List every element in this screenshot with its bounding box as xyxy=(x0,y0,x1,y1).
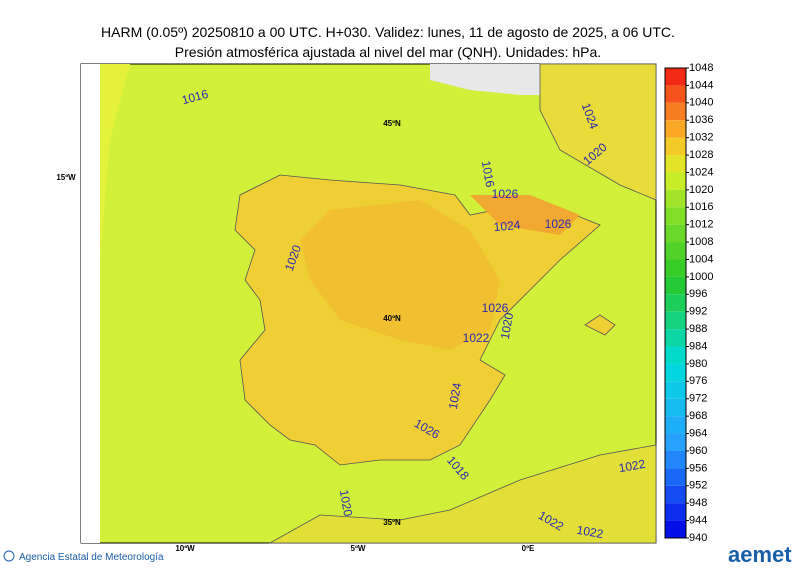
colorbar-cell xyxy=(665,450,686,469)
colorbar-label: 984 xyxy=(689,340,707,352)
colorbar-label: 948 xyxy=(689,497,707,509)
colorbar-label: 972 xyxy=(689,393,707,405)
title: HARM (0.05º) 20250810 a 00 UTC. H+030. V… xyxy=(101,24,675,40)
contour-label: 1020 xyxy=(498,311,516,340)
logo: aemet xyxy=(728,542,792,566)
colorbar-label: 992 xyxy=(689,306,707,318)
contour-label: 1020 xyxy=(337,489,355,518)
colorbar-cell xyxy=(665,503,686,521)
colorbar-cell xyxy=(665,363,686,382)
colorbar-label: 1036 xyxy=(689,114,713,126)
contour-label: 1022 xyxy=(463,331,490,345)
colorbar-cell xyxy=(665,120,686,138)
graticule-label: 0ºE xyxy=(522,544,535,553)
colorbar-cell xyxy=(665,381,686,399)
colorbar-label: 960 xyxy=(689,445,707,457)
colorbar-cell xyxy=(665,68,686,86)
colorbar-label: 996 xyxy=(689,288,707,300)
colorbar-label: 940 xyxy=(689,532,707,544)
colorbar-label: 964 xyxy=(689,427,707,439)
colorbar-label: 976 xyxy=(689,375,707,387)
colorbar-cell xyxy=(665,242,686,260)
colorbar-cell xyxy=(665,259,686,277)
contour-label: 1026 xyxy=(545,217,572,231)
colorbar-cell xyxy=(665,207,686,225)
colorbar-label: 1004 xyxy=(689,253,713,265)
graticule-label: 40ºN xyxy=(383,314,401,323)
contour-label: 1016 xyxy=(479,160,497,189)
colorbar-cell xyxy=(665,398,686,417)
graticule-label: 5ºW xyxy=(351,544,366,553)
africa xyxy=(268,444,657,544)
contour-label: 1022 xyxy=(576,523,605,541)
colorbar-label: 944 xyxy=(689,514,707,526)
graticule-label: 15ºW xyxy=(56,173,76,182)
colorbar-cell xyxy=(665,294,686,312)
pyrenees xyxy=(470,195,580,235)
colorbar-label: 1032 xyxy=(689,132,713,144)
contour-label: 1016 xyxy=(180,87,210,108)
colorbar-cell xyxy=(665,468,686,486)
colorbar: 1048 1044 1040 1036 1032 1028 1024 1020 1016 1012… xyxy=(664,62,713,544)
graticule-label: 10ºW xyxy=(175,544,195,553)
balearic xyxy=(584,314,616,336)
subtitle: Presión atmosférica ajustada al nivel de… xyxy=(175,44,601,60)
colorbar-cell xyxy=(665,276,686,295)
colorbar-label: 952 xyxy=(689,480,707,492)
colorbar-cell xyxy=(665,416,686,434)
colorbar-label: 1000 xyxy=(689,271,713,283)
colorbar-label: 988 xyxy=(689,323,707,335)
copyright-icon xyxy=(3,550,15,562)
colorbar-cell xyxy=(665,433,686,451)
colorbar-cell xyxy=(665,311,686,330)
colorbar-label: 1016 xyxy=(689,201,713,213)
colorbar-label: 1024 xyxy=(689,166,713,178)
contour-label: 1022 xyxy=(618,457,647,475)
colorbar-cell xyxy=(665,485,686,504)
colorbar-cell xyxy=(665,329,686,347)
contour-label: 1024 xyxy=(446,381,464,410)
colorbar-label: 1012 xyxy=(689,219,713,231)
colorbar-label: 968 xyxy=(689,410,707,422)
colorbar-label: 1048 xyxy=(689,62,713,74)
colorbar-cell xyxy=(665,85,686,103)
colorbar-label: 1008 xyxy=(689,236,713,248)
agency: Agencia Estatal de Meteorología xyxy=(19,552,164,563)
meseta xyxy=(300,200,500,350)
colorbar-cell xyxy=(665,224,686,243)
colorbar-cell xyxy=(665,172,686,190)
contour-label: 1026 xyxy=(492,187,519,201)
contour-label: 1024 xyxy=(493,218,521,234)
colorbar-cell xyxy=(665,520,686,538)
graticule-label: 35ºN xyxy=(383,518,401,527)
graticule-label: 45ºN xyxy=(383,119,401,128)
colorbar-label: 1044 xyxy=(689,79,713,91)
colorbar-label: 980 xyxy=(689,358,707,370)
colorbar-label: 956 xyxy=(689,462,707,474)
colorbar-label: 1040 xyxy=(689,97,713,109)
colorbar-cell xyxy=(665,346,686,364)
colorbar-cell xyxy=(665,137,686,156)
colorbar-label: 1028 xyxy=(689,149,713,161)
colorbar-cell xyxy=(665,155,686,173)
france xyxy=(539,63,657,201)
colorbar-cell xyxy=(665,189,686,208)
no-data xyxy=(81,64,100,543)
colorbar-cell xyxy=(665,102,686,121)
contour-label: 1026 xyxy=(482,301,509,315)
colorbar-label: 1020 xyxy=(689,184,713,196)
colorbar-frame xyxy=(664,67,687,539)
